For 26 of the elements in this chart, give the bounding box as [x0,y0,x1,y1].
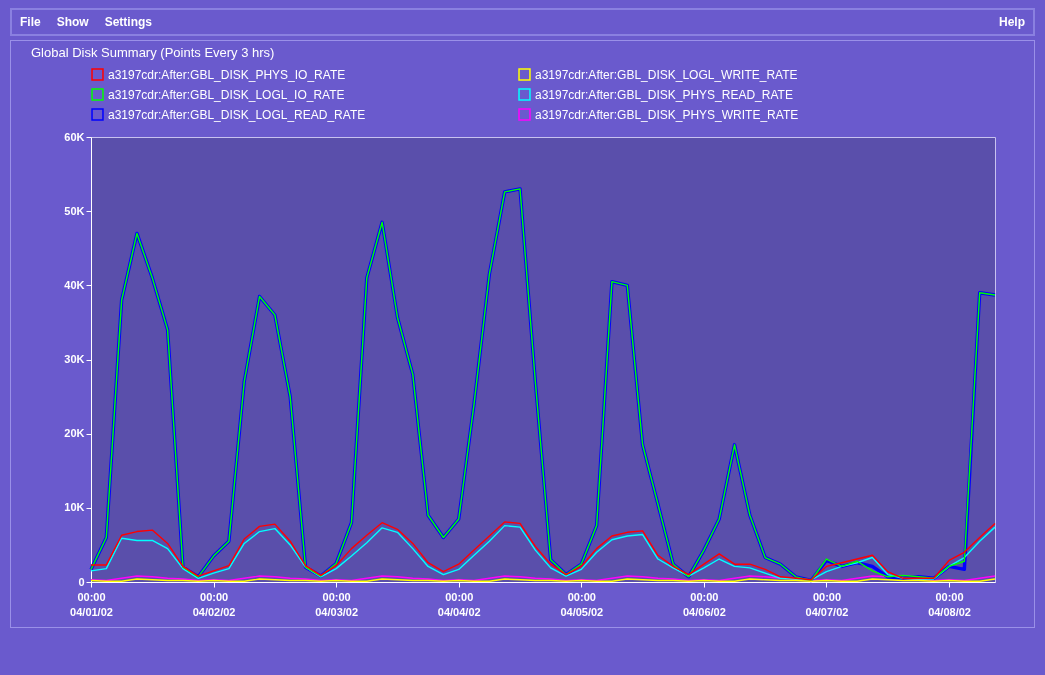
y-tick-label: 60K [64,130,85,143]
legend-label: a3197cdr:After:GBL_DISK_LOGL_READ_RATE [108,107,366,122]
text: File [19,15,42,29]
y-tick-label: 20K [64,427,85,440]
chart-title: Global Disk Summary (Points Every 3 hrs) [31,45,275,60]
x-tick-label: 00:00 04/03/02 [315,590,359,618]
legend-label: a3197cdr:After:GBL_DISK_PHYS_READ_RATE [535,87,793,102]
x-tick-label: 00:00 04/04/02 [437,590,481,618]
x-tick-label: 00:00 04/01/02 [70,590,113,618]
y-tick-label: 10K [64,501,85,514]
text: Settings [103,15,153,29]
y-tick-label: 30K [64,353,85,365]
legend-label: a3197cdr:After:GBL_DISK_PHYS_IO_RATE [108,67,346,82]
x-tick-label: 00:00 04/05/02 [560,590,604,618]
x-tick-label: 00:00 04/06/02 [682,590,726,618]
text: Help [998,15,1026,29]
legend-label: a3197cdr:After:GBL_DISK_LOGL_IO_RATE [108,87,345,102]
legend-label: a3197cdr:After:GBL_DISK_LOGL_WRITE_RATE [535,67,798,82]
x-tick-label: 00:00 04/02/02 [192,590,236,618]
x-tick-label: 00:00 04/07/02 [805,590,849,618]
legend-label: a3197cdr:After:GBL_DISK_PHYS_WRITE_RATE [535,107,799,122]
text: Show [55,15,90,29]
y-tick-label: 50K [64,204,85,217]
x-tick-label: 00:00 04/08/02 [928,590,971,618]
y-tick-label: 0 [78,575,85,588]
y-tick-label: 40K [64,278,85,291]
